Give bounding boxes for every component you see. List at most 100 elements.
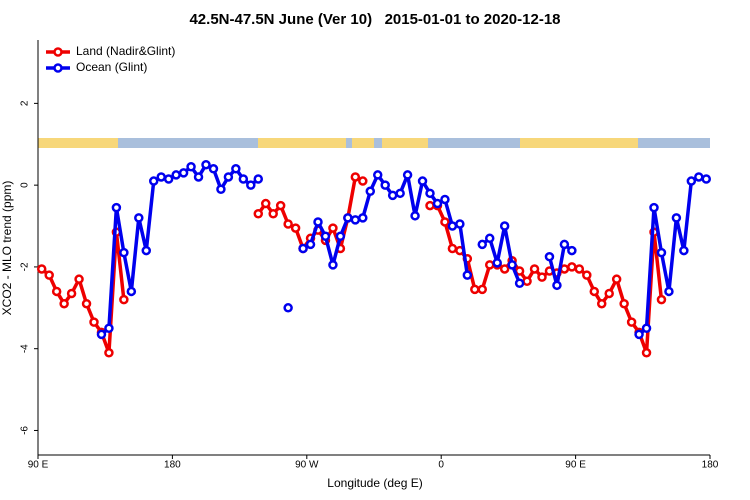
point [223, 172, 234, 182]
point [358, 213, 368, 223]
strip-land [520, 138, 638, 148]
x-tick-label: 180 [164, 460, 181, 471]
point [358, 176, 368, 186]
x-tick-label: 90 W [295, 460, 319, 471]
point [387, 190, 398, 201]
point [447, 221, 458, 231]
point [671, 213, 682, 223]
point [395, 188, 405, 199]
point [574, 264, 585, 274]
series-line [100, 162, 707, 336]
point [679, 245, 689, 256]
y-axis-label: XCO2 - MLO trend (ppm) [0, 181, 14, 316]
point [701, 174, 712, 184]
point [455, 219, 465, 229]
point [596, 298, 607, 309]
x-tick-label: 90 E [28, 460, 49, 471]
point [664, 286, 674, 297]
point [119, 247, 129, 258]
point [81, 298, 92, 309]
point [253, 174, 264, 184]
point [343, 213, 353, 223]
point [477, 239, 488, 250]
legend-marker [53, 63, 63, 73]
point [522, 276, 532, 286]
point [477, 284, 488, 295]
y-tick-label: -6 [20, 426, 31, 435]
chart-title: 42.5N-47.5N June (Ver 10) 2015-01-01 to … [189, 11, 560, 28]
point [283, 219, 293, 229]
point [36, 264, 47, 274]
point [350, 215, 361, 225]
point [313, 217, 323, 227]
point [171, 170, 181, 180]
point [544, 251, 555, 262]
point [148, 176, 159, 186]
point [432, 198, 443, 209]
point [641, 348, 652, 358]
point [126, 286, 137, 297]
point [686, 176, 697, 186]
point [275, 200, 286, 211]
point [74, 274, 84, 284]
point [492, 258, 502, 268]
point [656, 247, 667, 258]
point [372, 170, 383, 180]
point [425, 188, 435, 199]
point [178, 168, 189, 178]
legend-marker [53, 47, 63, 57]
strip-land [258, 138, 346, 148]
point [619, 298, 629, 309]
point [134, 213, 144, 223]
point [104, 348, 114, 358]
strip-land [38, 138, 118, 148]
point [410, 211, 420, 221]
point [507, 260, 517, 270]
point [216, 184, 226, 194]
point [402, 170, 413, 180]
point [626, 317, 637, 327]
point [320, 231, 331, 242]
point [119, 294, 129, 305]
point [694, 172, 704, 182]
strip-land [382, 138, 428, 148]
point [208, 164, 219, 174]
point [231, 164, 241, 174]
point [44, 270, 54, 280]
point [514, 278, 525, 289]
point [141, 245, 152, 256]
point [365, 186, 376, 197]
point [253, 209, 264, 219]
x-tick-label: 90 E [565, 460, 586, 471]
point [268, 209, 278, 219]
point [537, 272, 547, 282]
point [89, 317, 99, 327]
point [380, 180, 390, 190]
point [66, 288, 77, 299]
point [104, 323, 114, 334]
point [163, 174, 174, 184]
point [201, 159, 211, 170]
point [156, 172, 166, 182]
point [552, 280, 562, 291]
point [260, 198, 271, 209]
land-ocean-strip [38, 138, 710, 148]
point [559, 239, 570, 250]
point [529, 264, 540, 274]
y-tick-label: 0 [20, 182, 31, 188]
point [328, 260, 338, 270]
point [59, 298, 69, 309]
point [582, 270, 592, 280]
point [634, 329, 644, 340]
legend-label: Ocean (Glint) [76, 60, 147, 74]
point [290, 223, 301, 233]
x-tick-label: 0 [438, 460, 444, 471]
point [51, 286, 62, 297]
point [417, 176, 428, 186]
point [283, 303, 293, 313]
point [447, 243, 458, 254]
point [567, 262, 577, 272]
point [305, 239, 316, 250]
point [193, 172, 204, 182]
point [350, 172, 361, 182]
